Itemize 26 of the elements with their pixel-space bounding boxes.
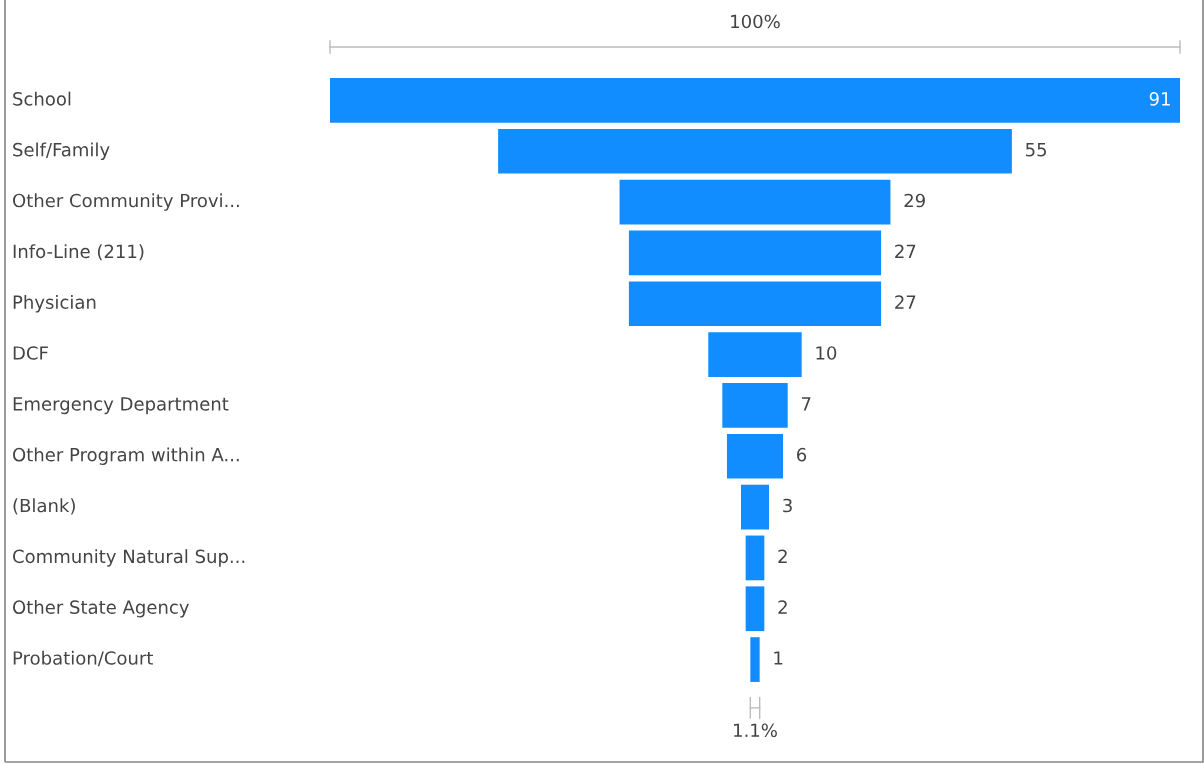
category-label: Probation/Court (13, 650, 153, 667)
category-label: Emergency Department (13, 397, 229, 415)
text: 1.1% (734, 723, 777, 738)
data-label: 29 (904, 193, 925, 208)
category-label: Self/Family (13, 142, 110, 160)
data-label: 10 (816, 346, 837, 360)
category-label: Other State Agency (13, 600, 189, 618)
category-label: (Blank) (13, 498, 75, 515)
category-label: Info-Line (211) (13, 244, 144, 261)
data-label: 2 (778, 600, 787, 614)
data-label: 27 (895, 244, 916, 258)
data-label: 91 (1149, 92, 1170, 106)
data-label: 6 (797, 447, 807, 462)
data-label: 3 (783, 498, 792, 513)
category-label: Community Natural Sup... (13, 549, 245, 567)
data-label: 1 (774, 651, 783, 665)
category-label: Other Program within A... (13, 447, 239, 465)
data-label: 55 (1026, 143, 1047, 157)
category-label: DCF (13, 346, 48, 360)
category-label: Other Community Provi... (13, 193, 239, 211)
data-label: 7 (801, 397, 811, 411)
text: 100% (731, 14, 780, 29)
data-label: 27 (895, 295, 916, 309)
category-label: School (13, 91, 71, 106)
category-label: Physician (13, 295, 96, 313)
data-label: 2 (778, 549, 787, 563)
